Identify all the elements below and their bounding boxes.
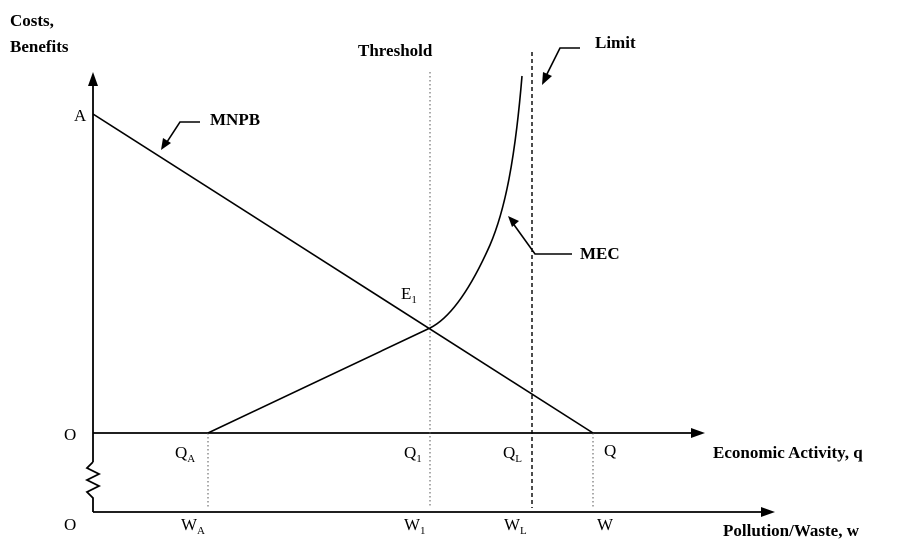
mec-pointer-head [508, 216, 519, 227]
ql-label: QL [503, 443, 522, 465]
origin-bottom-label: O [64, 515, 76, 534]
w-axis-title: Pollution/Waste, w [723, 521, 860, 540]
q-axis-arrow [691, 428, 705, 438]
mnpb-curve [92, 113, 594, 434]
threshold-label: Threshold [358, 41, 433, 60]
y-axis-title-line1: Costs, [10, 11, 54, 30]
origin-top-label: O [64, 425, 76, 444]
q-label: Q [604, 441, 616, 460]
mnpb-pointer [164, 121, 200, 146]
y-axis-arrow [88, 72, 98, 86]
axis-break [84, 461, 102, 512]
point-a-label: A [74, 106, 87, 125]
limit-pointer [544, 47, 580, 79]
qa-label: QA [175, 443, 195, 465]
w1-label: W1 [404, 515, 426, 537]
wa-label: WA [181, 515, 205, 537]
limit-label: Limit [595, 33, 636, 52]
mec-pointer [511, 221, 572, 255]
wl-label: WL [504, 515, 527, 537]
w-label: W [597, 515, 614, 534]
q-axis-title: Economic Activity, q [713, 443, 863, 462]
mec-curve [207, 75, 523, 434]
w-axis-arrow [761, 507, 775, 517]
q1-label: Q1 [404, 443, 422, 465]
point-e1-label: E1 [401, 284, 417, 306]
y-axis-title-line2: Benefits [10, 37, 69, 56]
mnpb-pointer-head [161, 138, 171, 150]
mnpb-label: MNPB [210, 110, 260, 129]
limit-pointer-head [542, 72, 552, 85]
mec-label: MEC [580, 244, 620, 263]
